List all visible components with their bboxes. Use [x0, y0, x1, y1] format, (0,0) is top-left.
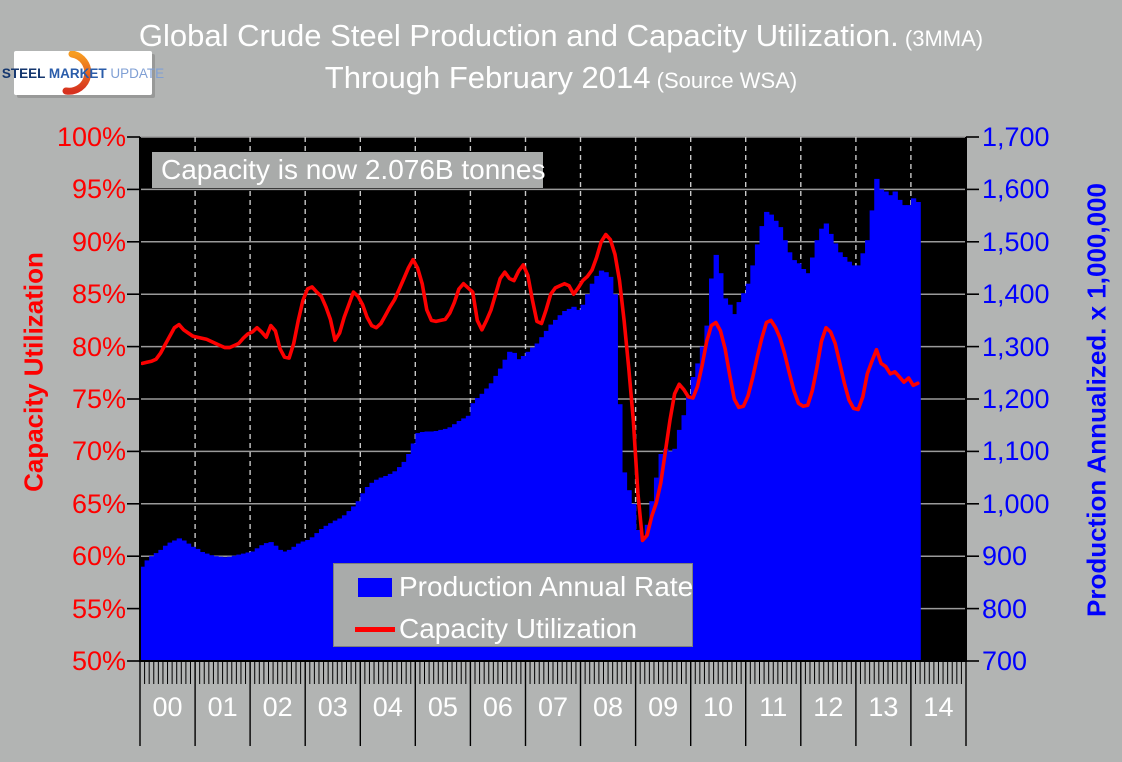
chart-title: Global Crude Steel Production and Capaci… — [0, 16, 1122, 58]
chart-subtitle-main: Through February 2014 — [324, 60, 651, 95]
production-bar-swatch-icon — [358, 577, 392, 597]
legend-item-production: Production Annual Rate — [334, 571, 694, 602]
y-tick-label-left: 65% — [71, 488, 126, 519]
x-axis-year-label: 05 — [427, 692, 458, 722]
x-axis-year-label: 06 — [482, 692, 513, 722]
logo-text: STEEL MARKET UPDATE — [2, 66, 164, 81]
logo-word-steel: STEEL — [1, 65, 46, 81]
y-tick-label-left: 70% — [71, 436, 126, 467]
x-axis-year-label: 08 — [593, 692, 624, 722]
logo-word-update: UPDATE — [106, 65, 165, 81]
x-axis-year-label: 14 — [923, 692, 954, 722]
y-tick-label-right: 1,100 — [982, 436, 1050, 467]
y-tick-label-right: 900 — [982, 541, 1028, 572]
x-axis-year-label: 10 — [703, 692, 734, 722]
capacity-annotation: Capacity is now 2.076B tonnes — [152, 152, 545, 188]
utilization-line-swatch-icon — [355, 626, 395, 632]
y-tick-label-right: 1,300 — [982, 331, 1050, 362]
legend-item-utilization: Capacity Utilization — [334, 613, 638, 644]
y-tick-label-right: 1,400 — [982, 279, 1050, 310]
x-axis-year-label: 13 — [868, 692, 899, 722]
x-axis-year-label: 02 — [262, 692, 293, 722]
y-tick-label-right: 1,700 — [982, 122, 1050, 152]
y-tick-label-right: 1,200 — [982, 384, 1050, 414]
y-tick-label-left: 80% — [71, 331, 126, 362]
y-tick-label-left: 85% — [71, 279, 126, 310]
y-tick-label-left: 95% — [71, 174, 126, 205]
x-axis-year-label: 01 — [207, 692, 238, 722]
chart-title-main: Global Crude Steel Production and Capaci… — [138, 18, 899, 53]
y-tick-label-right: 800 — [982, 593, 1028, 624]
x-axis-year-label: 04 — [372, 692, 403, 722]
y-tick-label-right: 1,500 — [982, 226, 1050, 257]
x-axis-year-label: 00 — [152, 692, 183, 722]
y-tick-label-left: 60% — [71, 541, 126, 572]
y-tick-label-right: 1,000 — [982, 488, 1050, 519]
chart-subtitle: Through February 2014 (Source WSA) — [0, 58, 1122, 100]
legend-label-production: Production Annual Rate — [399, 571, 694, 602]
y-tick-label-left: 90% — [71, 226, 126, 257]
logo-word-market: MARKET — [45, 65, 107, 81]
chart-legend: Production Annual Rate Capacity Utilizat… — [333, 563, 693, 647]
chart-subtitle-note: (Source WSA) — [650, 68, 798, 93]
legend-label-utilization: Capacity Utilization — [399, 613, 638, 644]
y-tick-label-left: 55% — [71, 593, 126, 624]
y-tick-label-left: 50% — [71, 646, 126, 676]
x-axis-year-label: 07 — [537, 692, 568, 722]
chart-title-note: (3MMA) — [898, 26, 984, 51]
x-axis-year-label: 03 — [317, 692, 348, 722]
x-axis-year-label: 11 — [759, 692, 788, 722]
logo-crescent-icon — [62, 51, 92, 95]
x-axis-year-label: 09 — [648, 692, 679, 722]
y-tick-label-left: 75% — [71, 384, 126, 414]
title-block: Global Crude Steel Production and Capaci… — [0, 16, 1122, 100]
y-tick-label-left: 100% — [56, 122, 126, 152]
x-axis-year-label: 12 — [813, 692, 844, 722]
logo-steel-market-update: STEEL MARKET UPDATE — [2, 51, 164, 95]
y-tick-label-right: 1,600 — [982, 174, 1050, 205]
y-tick-label-right: 700 — [982, 646, 1028, 676]
